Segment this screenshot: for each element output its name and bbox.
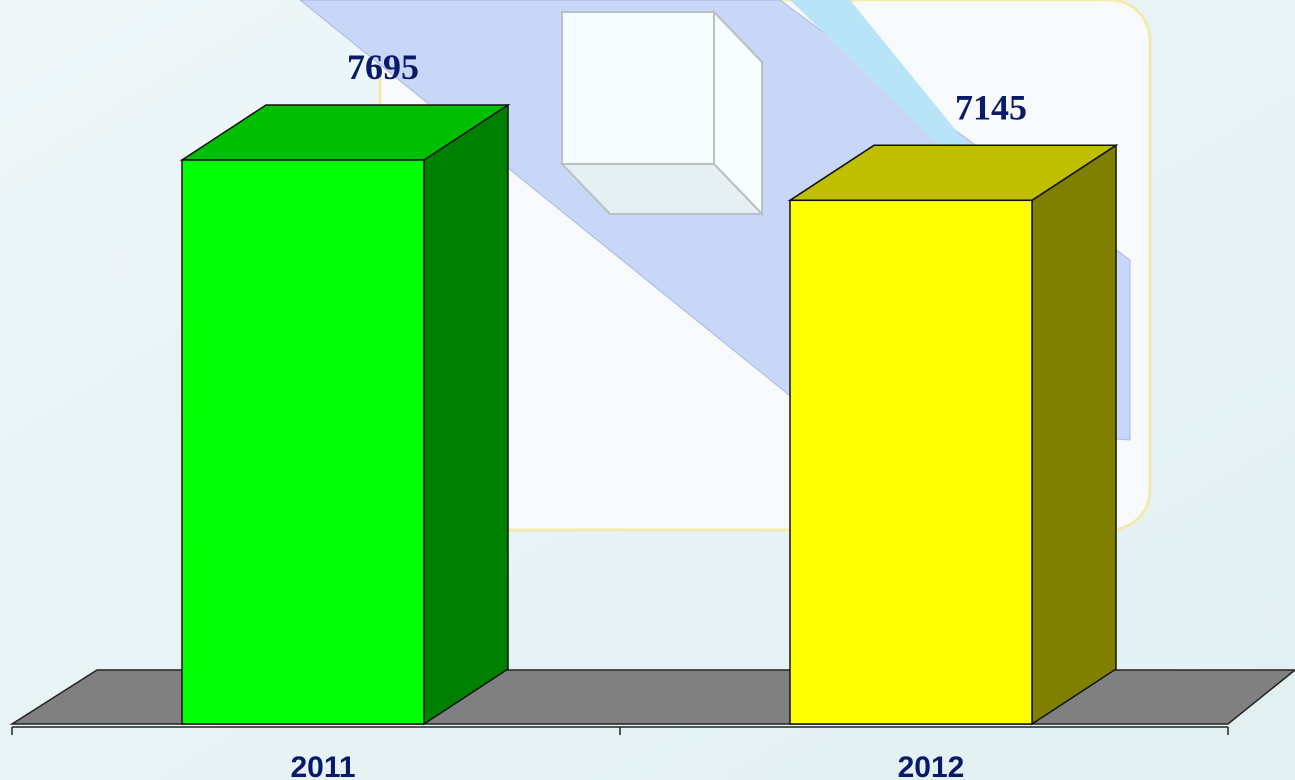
bar-side xyxy=(1032,145,1116,724)
x-tick-label: 2011 xyxy=(290,751,355,780)
chart: 7695 2011 7145 2012 xyxy=(0,0,1295,780)
bar xyxy=(790,200,1032,724)
decor-cube xyxy=(562,12,762,214)
bar-side xyxy=(424,105,508,724)
bar xyxy=(182,160,424,724)
page: 7695201171452012 (() => { const data = J… xyxy=(0,0,1295,780)
value-label: 7145 xyxy=(955,87,1027,127)
value-label: 7695 xyxy=(347,47,419,87)
x-tick-label: 2012 xyxy=(898,751,965,780)
